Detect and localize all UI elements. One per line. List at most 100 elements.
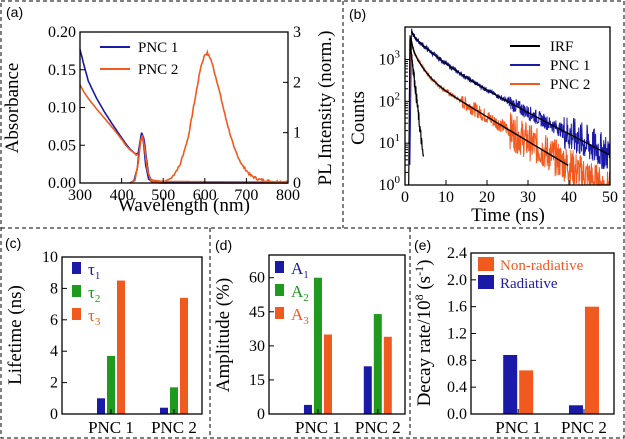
category-label: PNC 1 bbox=[495, 418, 541, 437]
fit-line-pnc-2 bbox=[410, 37, 569, 166]
y-tick-label: 0.8 bbox=[447, 352, 467, 369]
x-tick-label: 10 bbox=[438, 189, 454, 206]
panel-label-e: (e) bbox=[414, 237, 431, 253]
y-tick-label: 10 bbox=[42, 249, 58, 266]
category-label: PNC 1 bbox=[88, 418, 134, 437]
panel-c-frame bbox=[61, 256, 203, 415]
panel-b-xlabel: Time (ns) bbox=[471, 205, 545, 226]
bar-a2-pnc-1 bbox=[313, 277, 322, 414]
legend-label-tau3: τ3 bbox=[88, 306, 101, 328]
panel-a-frame bbox=[79, 31, 289, 184]
bar-radiative-pnc-1 bbox=[503, 354, 518, 414]
bar--2-pnc-2 bbox=[170, 387, 178, 414]
panel-c-ticks: PNC 1 PNC 2 0 2 4 6 8 10 bbox=[42, 249, 197, 437]
panel-label-d: (d) bbox=[215, 237, 232, 253]
legend-swatch-a2 bbox=[275, 284, 284, 296]
panel-a-legend: PNC 1 PNC 2 bbox=[100, 40, 178, 78]
bar--1-pnc-1 bbox=[97, 398, 105, 414]
legend-label-tau1: τ1 bbox=[88, 260, 100, 282]
y-tick-label: 0 bbox=[257, 406, 265, 423]
panel-b-ylabel: Counts bbox=[348, 91, 369, 145]
fit-line-pnc-1 bbox=[410, 30, 610, 156]
panel-c-ylabel: Lifetime (ns) bbox=[5, 285, 26, 385]
series-line-pnc-1-pl bbox=[129, 132, 288, 184]
y-tick-label: 0.10 bbox=[48, 100, 76, 117]
bar-a2-pnc-2 bbox=[373, 314, 382, 414]
bar-non-radiative-pnc-1 bbox=[519, 370, 534, 414]
panel-d-frame bbox=[268, 254, 406, 415]
y-right-tick-label: 3 bbox=[293, 24, 301, 41]
x-tick-label: 300 bbox=[68, 187, 92, 204]
y-tick-label: 6 bbox=[50, 312, 58, 329]
legend-label-pnc2: PNC 2 bbox=[138, 62, 178, 78]
series-line-pnc-2 bbox=[79, 84, 288, 183]
panel-c-bars bbox=[97, 280, 188, 414]
y-tick-label: 30 bbox=[249, 338, 265, 355]
x-tick-label: 600 bbox=[193, 187, 217, 204]
panel-a: 300 400 500 600 700 800 0.00 0.05 0.10 0.15 0.20 0 1… bbox=[2, 24, 336, 216]
panel-e: PNC 1 PNC 2 0.0 0.4 0.8 1.2 1.6 2.0 2.4 Decay ra… bbox=[412, 245, 615, 437]
legend-swatch-tau3 bbox=[72, 308, 81, 320]
legend-label-radiative: Radiative bbox=[500, 276, 558, 292]
panel-c-legend: τ1 τ2 τ3 bbox=[72, 260, 101, 328]
panel-label-c: (c) bbox=[5, 235, 21, 251]
bar--3-pnc-2 bbox=[180, 297, 188, 414]
legend-swatch-a1 bbox=[275, 261, 284, 273]
x-tick-label: 50 bbox=[602, 189, 618, 206]
y-tick-label: 0.20 bbox=[48, 24, 76, 41]
y-tick-label: 103 bbox=[379, 49, 401, 69]
y-tick-label: 100 bbox=[379, 174, 401, 194]
panel-d-bars bbox=[303, 277, 392, 414]
bar--3-pnc-1 bbox=[117, 280, 125, 414]
category-label: PNC 2 bbox=[561, 418, 607, 437]
x-tick-label: 0 bbox=[401, 189, 409, 206]
panel-b-legend: IRF PNC 1 PNC 2 bbox=[510, 39, 590, 93]
y-tick-label: 45 bbox=[249, 304, 265, 321]
x-tick-label: 30 bbox=[520, 189, 536, 206]
y-tick-label: 2.4 bbox=[447, 245, 467, 262]
panel-e-legend: Non-radiative Radiative bbox=[478, 257, 584, 292]
panel-a-xlabel: Wavelength (nm) bbox=[118, 195, 250, 216]
y-tick-label: 60 bbox=[249, 270, 265, 287]
bar-a3-pnc-2 bbox=[383, 336, 392, 414]
bar--1-pnc-2 bbox=[160, 407, 168, 414]
x-tick-label: 800 bbox=[276, 187, 300, 204]
legend-label-irf: IRF bbox=[550, 39, 573, 55]
y-tick-label: 0.00 bbox=[48, 175, 76, 192]
y-tick-label: 0.4 bbox=[447, 379, 467, 396]
y-right-tick-label: 1 bbox=[293, 125, 301, 142]
category-label: PNC 2 bbox=[355, 418, 401, 437]
panel-c: PNC 1 PNC 2 0 2 4 6 8 10 Lifetime (ns) τ1 τ2 τ3 bbox=[5, 249, 203, 437]
legend-label-a2: A2 bbox=[291, 282, 309, 304]
x-tick-label: 20 bbox=[479, 189, 495, 206]
legend-label-pnc2-b: PNC 2 bbox=[550, 77, 590, 93]
panel-a-ticks: 300 400 500 600 700 800 0.00 0.05 0.10 0.15 0.20 0 1… bbox=[48, 24, 301, 204]
bar--2-pnc-1 bbox=[107, 355, 115, 414]
panel-d: PNC 1 PNC 2 0 15 30 45 60 Amplitude (%) A1 A2 … bbox=[213, 254, 406, 437]
panel-d-legend: A1 A2 A3 bbox=[275, 259, 309, 327]
bar-a3-pnc-1 bbox=[323, 334, 332, 414]
panel-e-ticks: PNC 1 PNC 2 0.0 0.4 0.8 1.2 1.6 2.0 2.4 bbox=[447, 245, 607, 437]
y-right-tick-label: 0 bbox=[293, 175, 301, 192]
x-tick-label: 700 bbox=[234, 187, 258, 204]
y-tick-label: 2.0 bbox=[447, 272, 467, 289]
legend-label-nonradiative: Non-radiative bbox=[500, 258, 584, 274]
bar-a1-pnc-2 bbox=[363, 366, 372, 414]
legend-label-a1: A1 bbox=[291, 259, 309, 281]
y-tick-label: 102 bbox=[379, 90, 401, 110]
legend-swatch-nonradiative bbox=[478, 257, 494, 271]
category-label: PNC 1 bbox=[295, 418, 341, 437]
legend-swatch-tau1 bbox=[72, 262, 81, 274]
y-tick-label: 1.2 bbox=[447, 326, 467, 343]
legend-label-pnc1: PNC 1 bbox=[138, 40, 178, 56]
panel-b: 0 10 20 30 40 50 100 101 102 103 Time (ns) Counts… bbox=[348, 26, 618, 226]
panel-e-bars bbox=[503, 306, 599, 414]
decay-trace-pnc-1 bbox=[409, 28, 611, 170]
y-right-tick-label: 2 bbox=[293, 74, 301, 91]
y-tick-label: 8 bbox=[50, 280, 58, 297]
legend-swatch-radiative bbox=[478, 275, 494, 289]
x-tick-label: 500 bbox=[151, 187, 175, 204]
panel-d-ylabel: Amplitude (%) bbox=[213, 278, 234, 393]
